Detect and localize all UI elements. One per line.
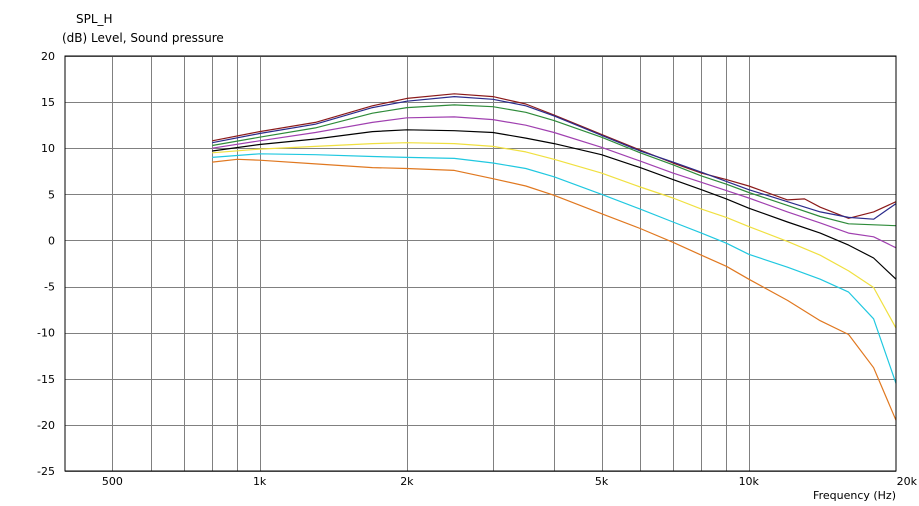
series-line bbox=[212, 158, 897, 421]
y-tick-label: 20 bbox=[41, 50, 55, 63]
x-tick-labels: 500 1k 2k 5k 10k 20k bbox=[102, 475, 918, 488]
chart-subtitle: (dB) Level, Sound pressure bbox=[62, 31, 224, 45]
x-tick-label: 1k bbox=[253, 475, 267, 488]
series-layer bbox=[212, 93, 897, 421]
chart-title: SPL_H bbox=[76, 12, 113, 26]
x-tick-label: 500 bbox=[102, 475, 123, 488]
x-tick-label: 5k bbox=[595, 475, 609, 488]
series-line bbox=[212, 153, 897, 384]
series-line bbox=[212, 95, 897, 220]
grid bbox=[65, 56, 896, 472]
x-tick-label: 2k bbox=[400, 475, 414, 488]
y-tick-label: -5 bbox=[44, 281, 55, 294]
x-tick-label: 10k bbox=[739, 475, 760, 488]
y-tick-labels: 20 15 10 5 0 -5 -10 -15 -20 -25 bbox=[37, 50, 55, 478]
y-tick-label: -15 bbox=[37, 373, 55, 386]
y-tick-label: 10 bbox=[41, 142, 55, 155]
x-tick-label: 20k bbox=[897, 475, 918, 488]
plot-frame bbox=[64, 55, 897, 472]
series-line bbox=[212, 116, 897, 249]
y-tick-label: 0 bbox=[48, 234, 55, 247]
series-line bbox=[212, 93, 897, 219]
y-tick-label: 5 bbox=[48, 188, 55, 201]
y-tick-label: -25 bbox=[37, 465, 55, 478]
y-tick-label: -20 bbox=[37, 419, 55, 432]
series-line bbox=[212, 129, 897, 280]
x-axis-label: Frequency (Hz) bbox=[813, 489, 896, 502]
y-tick-label: -10 bbox=[37, 327, 55, 340]
series-line bbox=[212, 104, 897, 227]
series-line bbox=[212, 142, 897, 329]
y-tick-label: 15 bbox=[41, 96, 55, 109]
